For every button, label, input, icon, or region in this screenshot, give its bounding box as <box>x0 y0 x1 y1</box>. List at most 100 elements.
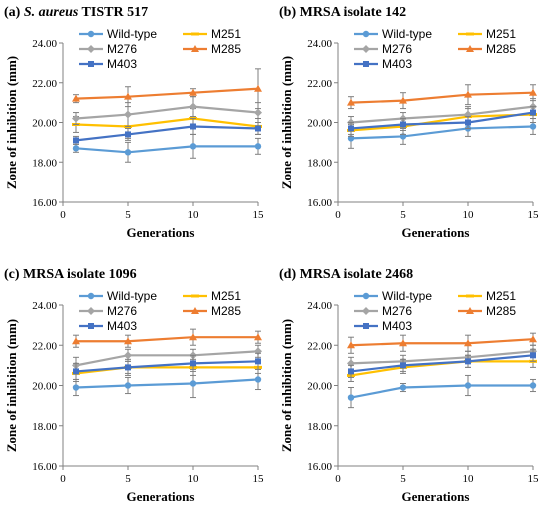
series-line <box>75 117 259 128</box>
legend-label: M276 <box>382 304 412 318</box>
series-line <box>75 145 258 154</box>
chart-title: (b) MRSA isolate 142 <box>279 5 406 20</box>
series-m276 <box>72 96 262 127</box>
legend-entry-wild-type: Wild-type <box>79 289 157 303</box>
x-tick-label: 5 <box>125 209 131 221</box>
legend-entry-m251: M251 <box>458 27 516 41</box>
data-point <box>189 88 197 96</box>
legend-marker <box>363 323 369 329</box>
x-tick-label: 10 <box>463 209 475 221</box>
data-point <box>254 143 262 150</box>
data-point <box>464 382 472 389</box>
y-tick-label: 16.00 <box>307 197 332 209</box>
series-line <box>75 378 259 389</box>
y-tick-label: 22.00 <box>32 340 57 352</box>
x-tick-label: 15 <box>528 473 540 485</box>
series-wild-type <box>347 374 537 409</box>
series-m285 <box>72 328 262 348</box>
data-point <box>399 384 407 391</box>
data-point <box>347 98 355 106</box>
legend-entry-m276: M276 <box>79 304 137 318</box>
legend-marker <box>191 307 199 314</box>
legend-marker <box>466 307 474 314</box>
legend-label: Wild-type <box>107 27 157 41</box>
x-tick-label: 10 <box>188 473 200 485</box>
chart-panel-1: (a) S. aureus TISTR 517 16.00 18.00 20.00 22… <box>4 5 264 240</box>
legend-entry-m276: M276 <box>354 42 412 56</box>
series-line <box>350 338 534 347</box>
data-point <box>254 84 262 92</box>
x-tick-label: 0 <box>60 209 66 221</box>
legend-entry-m276: M276 <box>354 304 412 318</box>
data-point <box>465 358 471 365</box>
data-point <box>347 394 355 401</box>
legend-marker <box>466 294 474 298</box>
legend-marker <box>362 30 370 38</box>
y-axis-label: Zone of inhibition (mm) <box>279 319 294 452</box>
series-line <box>350 105 534 124</box>
legend-entry-wild-type: Wild-type <box>354 289 432 303</box>
data-point <box>124 149 132 156</box>
series-line <box>350 354 534 373</box>
legend-entry-m276: M276 <box>79 42 137 56</box>
data-point <box>348 125 354 132</box>
chart-panel-2: (b) MRSA isolate 142 16.00 18.00 20.00 22.00… <box>279 5 539 240</box>
legend-entry-m403: M403 <box>354 319 412 333</box>
legend-entry-m251: M251 <box>458 289 516 303</box>
y-tick-label: 24.00 <box>307 300 332 312</box>
legend-entry-m403: M403 <box>79 57 137 71</box>
y-tick-label: 20.00 <box>32 381 57 393</box>
data-point <box>529 88 537 96</box>
series-line <box>76 336 258 343</box>
series-line <box>350 111 534 130</box>
data-point <box>72 145 80 152</box>
legend-entry-m285: M285 <box>183 304 241 318</box>
legend-entry-wild-type: Wild-type <box>79 27 157 41</box>
legend-label: M403 <box>107 57 137 71</box>
data-point <box>72 94 80 102</box>
x-tick-label: 0 <box>335 473 341 485</box>
data-point <box>529 123 537 130</box>
legend-label: M251 <box>486 27 516 41</box>
series-line <box>75 125 259 142</box>
legend-marker <box>362 292 370 300</box>
data-point <box>254 108 262 117</box>
data-point <box>73 137 79 144</box>
y-tick-label: 24.00 <box>32 300 57 312</box>
series-m403 <box>73 118 261 145</box>
x-axis-label: Generations <box>127 225 195 240</box>
legend-label: M403 <box>107 319 137 333</box>
data-point <box>465 119 471 126</box>
data-point <box>189 333 197 341</box>
data-point <box>72 114 80 123</box>
series-line <box>75 350 259 367</box>
data-point <box>125 364 131 371</box>
chart-title: (a) S. aureus TISTR 517 <box>4 5 148 20</box>
y-axis-label: Zone of inhibition (mm) <box>4 319 19 452</box>
legend-marker <box>191 32 199 36</box>
x-axis-label: Generations <box>402 225 470 240</box>
legend-marker <box>191 45 199 52</box>
series-wild-type <box>347 118 537 149</box>
data-point <box>190 360 196 367</box>
legend-label: M251 <box>211 27 241 41</box>
y-tick-label: 16.00 <box>32 197 57 209</box>
series-m251 <box>72 108 262 139</box>
legend-entry-m285: M285 <box>183 42 241 56</box>
series-m403 <box>348 348 536 378</box>
legend-label: M403 <box>382 319 412 333</box>
legend-entry-m251: M251 <box>183 27 241 41</box>
data-point <box>189 380 197 387</box>
legend-marker <box>87 307 95 315</box>
data-point <box>124 92 132 100</box>
data-point <box>189 143 197 150</box>
legend-marker <box>362 307 370 315</box>
chart-title-prefix: (a) <box>4 5 24 20</box>
legend-marker <box>87 30 95 38</box>
x-tick-label: 10 <box>188 209 200 221</box>
legend-label: M251 <box>486 289 516 303</box>
data-point <box>347 341 355 349</box>
legend-entry-m251: M251 <box>183 289 241 303</box>
series-line <box>350 350 534 365</box>
